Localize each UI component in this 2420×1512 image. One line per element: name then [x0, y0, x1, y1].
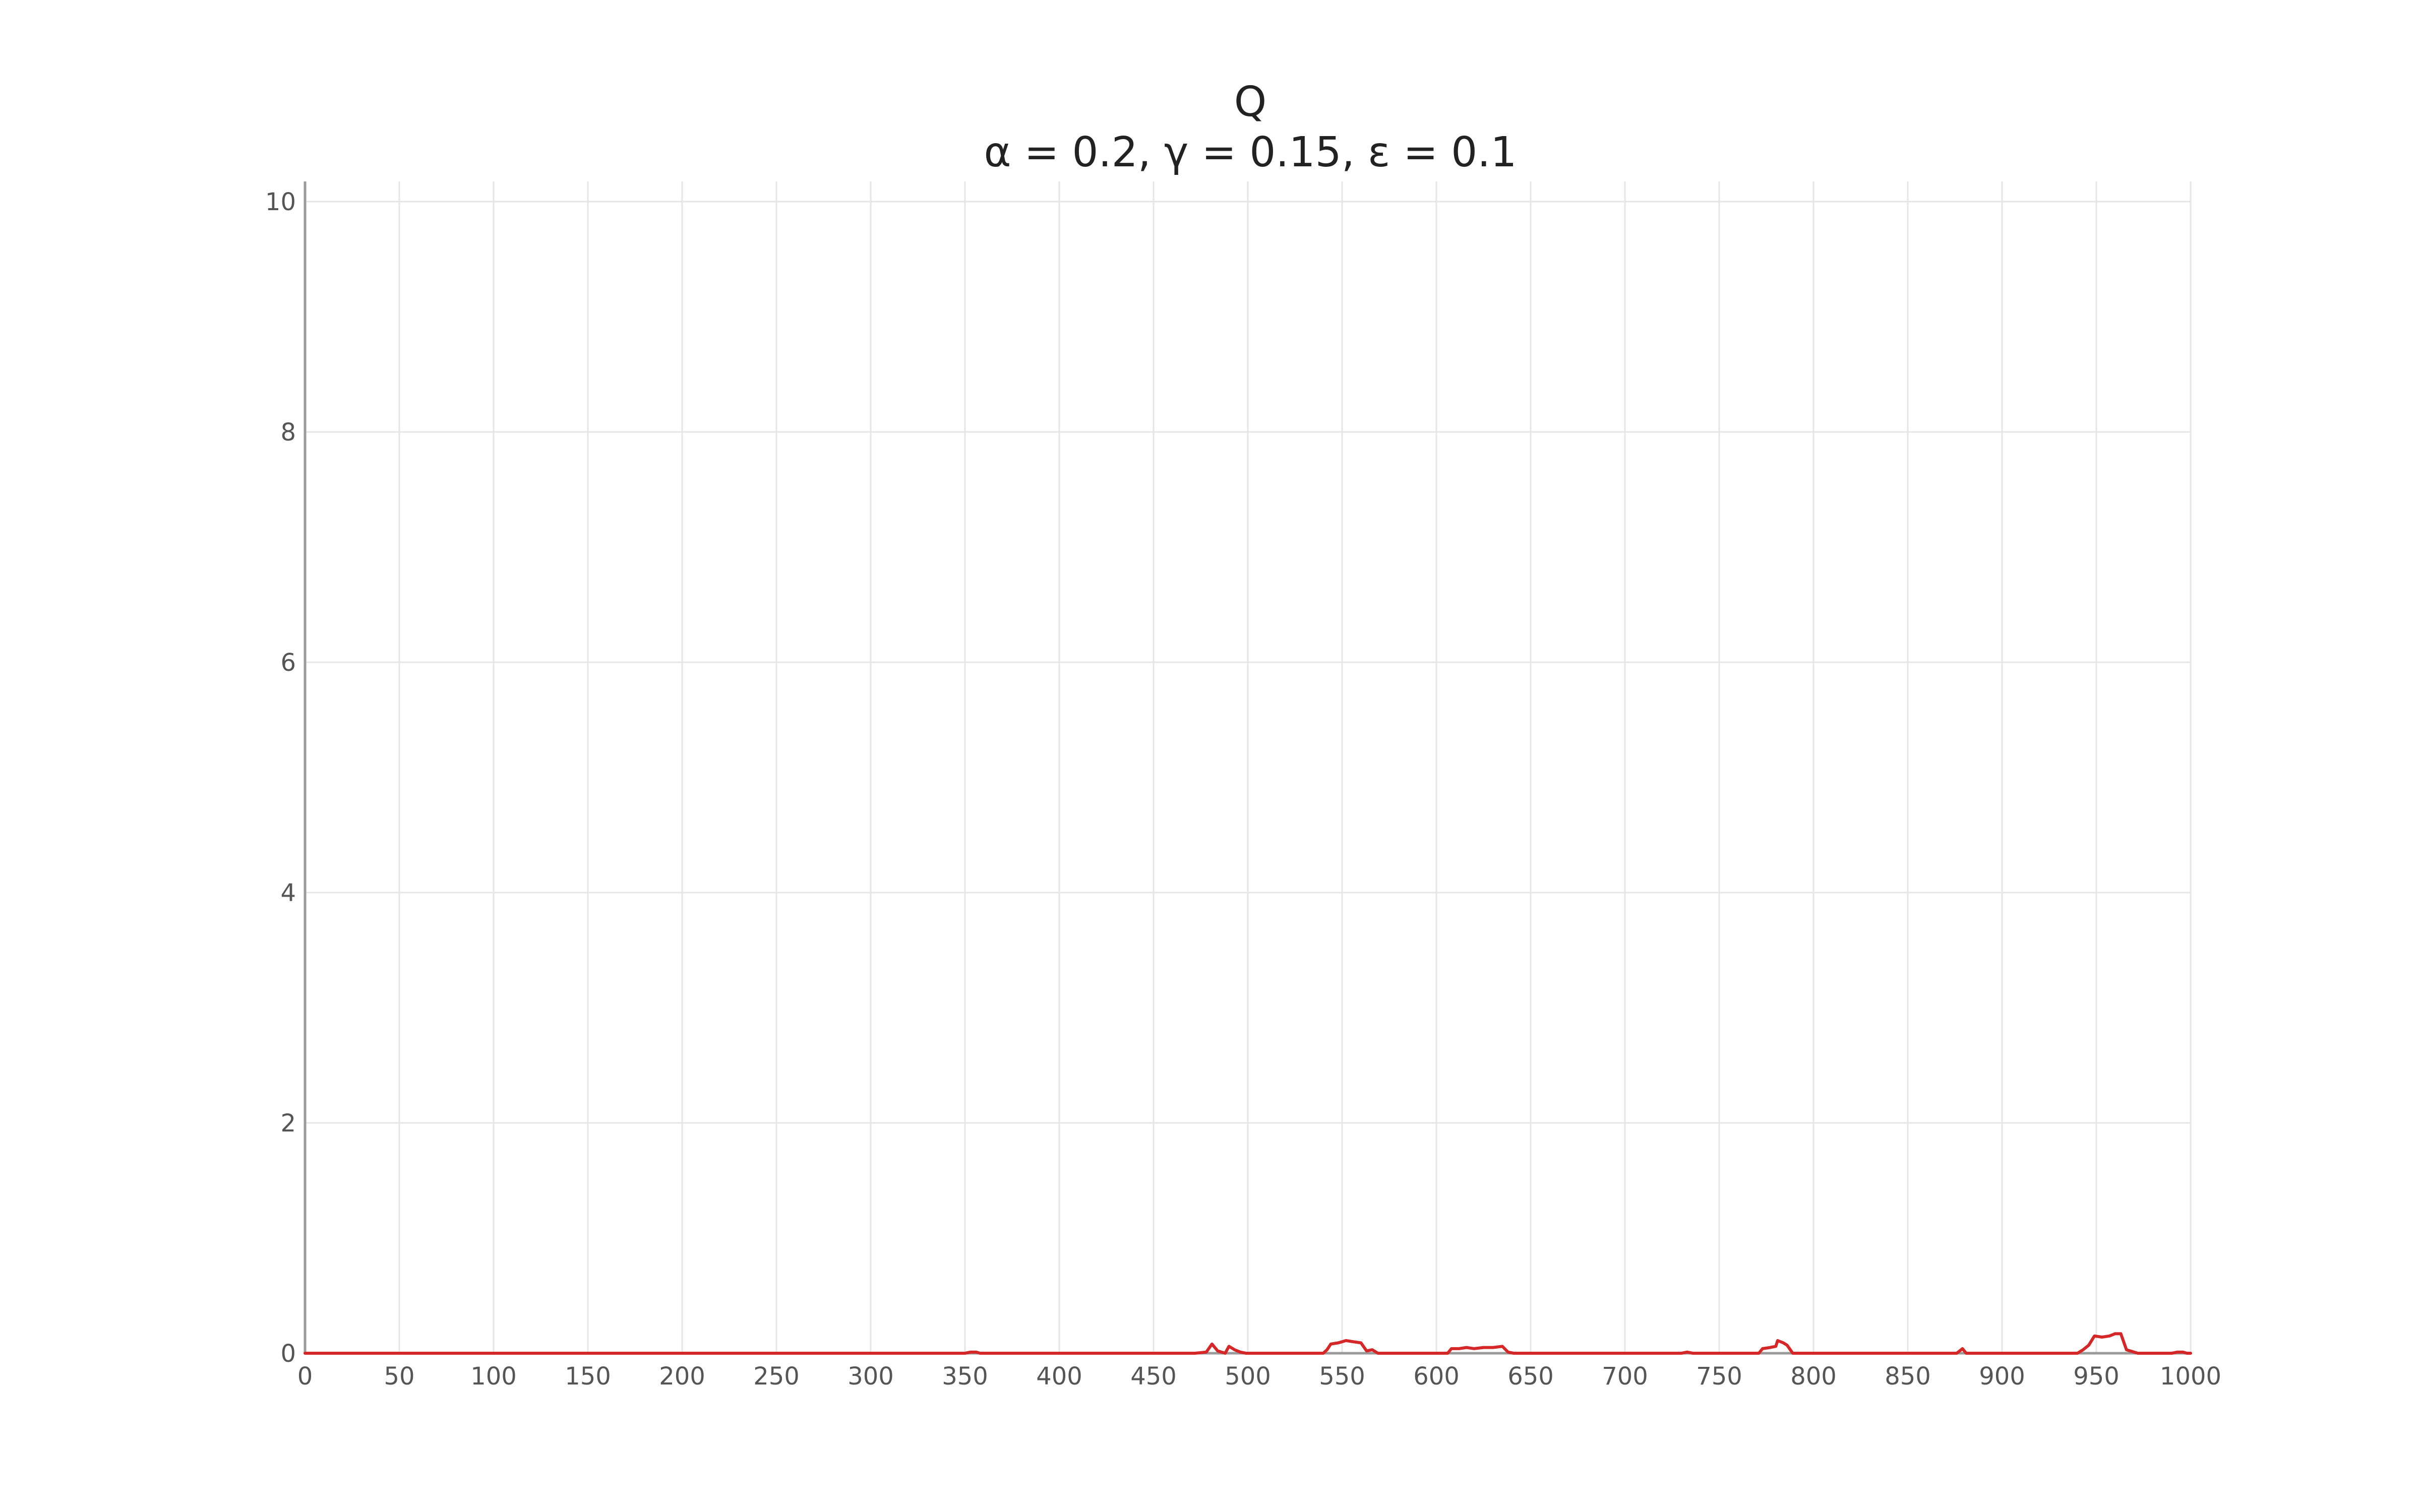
y-axis-ticks: 0 2 4 6 8 10: [265, 188, 296, 1368]
x-tick-label: 600: [1413, 1362, 1460, 1391]
y-tick-label: 6: [280, 649, 296, 677]
chart-subtitle: α = 0.2, γ = 0.15, ε = 0.1: [984, 129, 1517, 176]
x-tick-label: 650: [1507, 1362, 1554, 1391]
chart-title: Q: [1234, 78, 1267, 126]
x-tick-label: 0: [297, 1362, 313, 1391]
y-tick-label: 0: [280, 1340, 296, 1368]
x-tick-label: 950: [2073, 1362, 2120, 1391]
x-tick-label: 450: [1130, 1362, 1177, 1391]
x-axis-ticks: 0 50 100 150 200 250 300 350 400 450 500 550 600 650 7…: [297, 1362, 2221, 1391]
x-tick-label: 1000: [2160, 1362, 2221, 1391]
grid: [305, 181, 2192, 1353]
x-tick-label: 850: [1885, 1362, 1931, 1391]
x-tick-label: 900: [1979, 1362, 2025, 1391]
y-tick-label: 2: [280, 1109, 296, 1138]
x-tick-label: 400: [1036, 1362, 1082, 1391]
series-line: [304, 1332, 2192, 1355]
x-tick-label: 700: [1602, 1362, 1648, 1391]
y-tick-label: 10: [265, 188, 296, 216]
y-tick-label: 8: [280, 418, 296, 447]
x-tick-label: 300: [848, 1362, 894, 1391]
x-tick-label: 250: [753, 1362, 800, 1391]
series-group: [304, 1332, 2192, 1355]
x-tick-label: 800: [1790, 1362, 1837, 1391]
x-tick-label: 200: [659, 1362, 705, 1391]
x-tick-label: 150: [565, 1362, 611, 1391]
x-tick-label: 750: [1696, 1362, 1742, 1391]
x-tick-label: 350: [942, 1362, 988, 1391]
x-tick-label: 100: [470, 1362, 517, 1391]
x-tick-label: 50: [384, 1362, 414, 1391]
x-tick-label: 500: [1225, 1362, 1271, 1391]
x-tick-label: 550: [1319, 1362, 1365, 1391]
y-tick-label: 4: [280, 879, 296, 907]
